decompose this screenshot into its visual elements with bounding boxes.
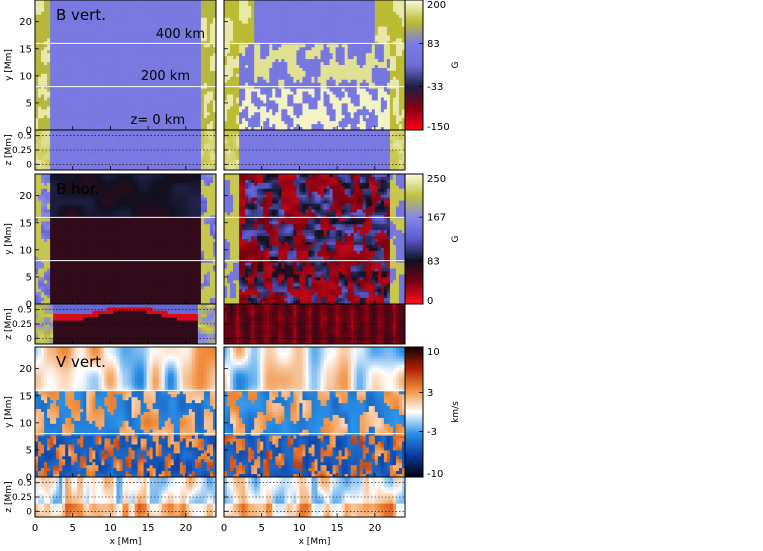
panels-layer (35, 0, 406, 518)
colorbar-tick-label: 3 (427, 388, 433, 399)
y-tick-label: 15 (19, 218, 32, 229)
y-tick-label: 15 (19, 391, 32, 402)
y-axis-label: y [Mm] (4, 396, 14, 428)
colorbar-tick-label: 250 (427, 174, 446, 185)
row-title: B hor. (56, 180, 99, 198)
z-tick-label: 0.25 (12, 493, 32, 503)
y-tick-label: 20 (19, 364, 32, 375)
colorbar-tick-label: 167 (427, 213, 446, 224)
map-panel-r1-c1 (224, 174, 406, 305)
height-level-label: z= 0 km (131, 113, 185, 128)
z-tick-label: 0 (26, 507, 32, 517)
x-tick-label: 15 (331, 523, 344, 534)
height-level-label: 400 km (156, 27, 205, 42)
colorbar (404, 0, 424, 131)
z-tick-label: 0.5 (18, 479, 32, 489)
x-axis-label: x [Mm] (110, 537, 142, 547)
colorbar-tick-label: -33 (427, 82, 443, 93)
colorbar-tick-label: -150 (427, 122, 450, 133)
y-tick-label: 20 (19, 191, 32, 202)
y-tick-label: 10 (19, 418, 32, 429)
row-title: B vert. (56, 6, 106, 24)
colorbar-tick-label: 83 (427, 39, 440, 50)
z-panel-r0-c1 (224, 130, 406, 171)
x-tick-label: 10 (293, 523, 306, 534)
y-tick-label: 15 (19, 44, 32, 55)
colorbar-tick-label: 0 (427, 296, 433, 307)
y-tick-label: 0 (26, 300, 32, 311)
y-tick-label: 20 (19, 17, 32, 28)
x-tick-label: 5 (70, 523, 76, 534)
z-tick-label: 0 (26, 334, 32, 344)
colorbar (404, 173, 424, 305)
x-tick-label: 5 (259, 523, 265, 534)
x-axis-label: x [Mm] (299, 537, 331, 547)
map-panel-r1-c0 (35, 174, 217, 305)
map-panel-r0-c1 (224, 0, 406, 131)
colorbar-tick-label: 83 (427, 256, 440, 267)
height-level-label: 200 km (141, 69, 190, 84)
z-tick-label: 0.25 (12, 146, 32, 156)
colorbar (404, 346, 424, 478)
x-tick-label: 0 (32, 523, 38, 534)
y-tick-label: 5 (26, 272, 32, 283)
map-panel-r0-c0 (35, 0, 217, 131)
colorbar-unit-label: G (451, 61, 461, 68)
x-tick-label: 10 (104, 523, 117, 534)
x-tick-label: 15 (142, 523, 155, 534)
colorbar-tick-label: 10 (427, 347, 440, 358)
colorbar-tick-label: -3 (427, 427, 437, 438)
x-tick-label: 20 (179, 523, 192, 534)
y-tick-label: 10 (19, 71, 32, 82)
y-tick-label: 0 (26, 126, 32, 137)
y-tick-label: 0 (26, 473, 32, 484)
z-tick-label: 0.25 (12, 320, 32, 330)
z-tick-label: 0 (26, 160, 32, 170)
y-tick-label: 5 (26, 98, 32, 109)
y-tick-label: 10 (19, 245, 32, 256)
z-axis-label: z [Mm] (4, 481, 14, 512)
z-panel-r2-c0 (35, 477, 217, 518)
y-axis-label: y [Mm] (4, 223, 14, 255)
x-tick-label: 0 (221, 523, 227, 534)
colorbar-unit-label: km/s (451, 401, 461, 423)
x-tick-label: 20 (368, 523, 381, 534)
z-panel-r2-c1 (224, 477, 406, 518)
z-tick-label: 0.5 (18, 306, 32, 316)
row-title: V vert. (56, 353, 106, 371)
colorbar-tick-label: -10 (427, 469, 443, 480)
colorbar-unit-label: G (451, 235, 461, 242)
z-axis-label: z [Mm] (4, 308, 14, 339)
z-tick-label: 0.5 (18, 132, 32, 142)
y-tick-label: 5 (26, 445, 32, 456)
map-panel-r2-c1 (224, 347, 406, 478)
y-axis-label: y [Mm] (4, 49, 14, 81)
colorbar-tick-label: 200 (427, 0, 446, 11)
z-panel-r1-c0 (35, 304, 217, 345)
z-axis-label: z [Mm] (4, 134, 14, 165)
